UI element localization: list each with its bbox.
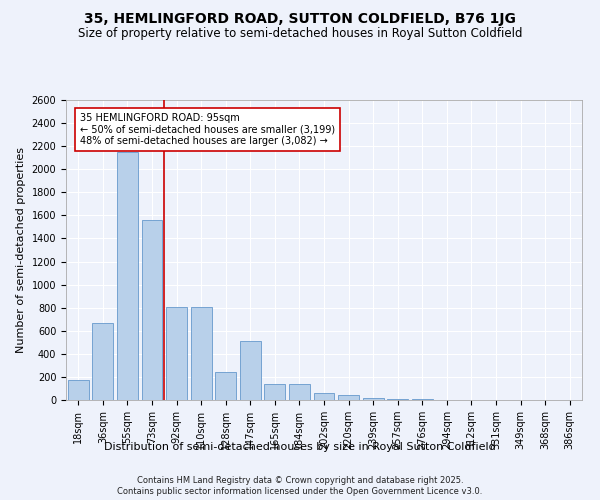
Bar xyxy=(215,372,236,400)
Text: 35, HEMLINGFORD ROAD, SUTTON COLDFIELD, B76 1JG: 35, HEMLINGFORD ROAD, SUTTON COLDFIELD, … xyxy=(84,12,516,26)
Text: Contains HM Land Registry data © Crown copyright and database right 2025.: Contains HM Land Registry data © Crown c… xyxy=(137,476,463,485)
Bar xyxy=(191,306,212,400)
Text: 35 HEMLINGFORD ROAD: 95sqm
← 50% of semi-detached houses are smaller (3,199)
48%: 35 HEMLINGFORD ROAD: 95sqm ← 50% of semi… xyxy=(80,112,335,146)
Bar xyxy=(265,384,286,400)
Bar xyxy=(92,322,113,400)
Bar xyxy=(166,306,187,400)
Bar xyxy=(362,398,383,400)
Bar xyxy=(117,152,138,400)
Text: Distribution of semi-detached houses by size in Royal Sutton Coldfield: Distribution of semi-detached houses by … xyxy=(104,442,496,452)
Bar xyxy=(68,380,89,400)
Text: Size of property relative to semi-detached houses in Royal Sutton Coldfield: Size of property relative to semi-detach… xyxy=(78,28,522,40)
Y-axis label: Number of semi-detached properties: Number of semi-detached properties xyxy=(16,147,26,353)
Bar xyxy=(338,395,359,400)
Bar xyxy=(387,399,408,400)
Bar xyxy=(289,384,310,400)
Bar xyxy=(314,393,334,400)
Bar xyxy=(142,220,163,400)
Bar xyxy=(240,341,261,400)
Text: Contains public sector information licensed under the Open Government Licence v3: Contains public sector information licen… xyxy=(118,488,482,496)
